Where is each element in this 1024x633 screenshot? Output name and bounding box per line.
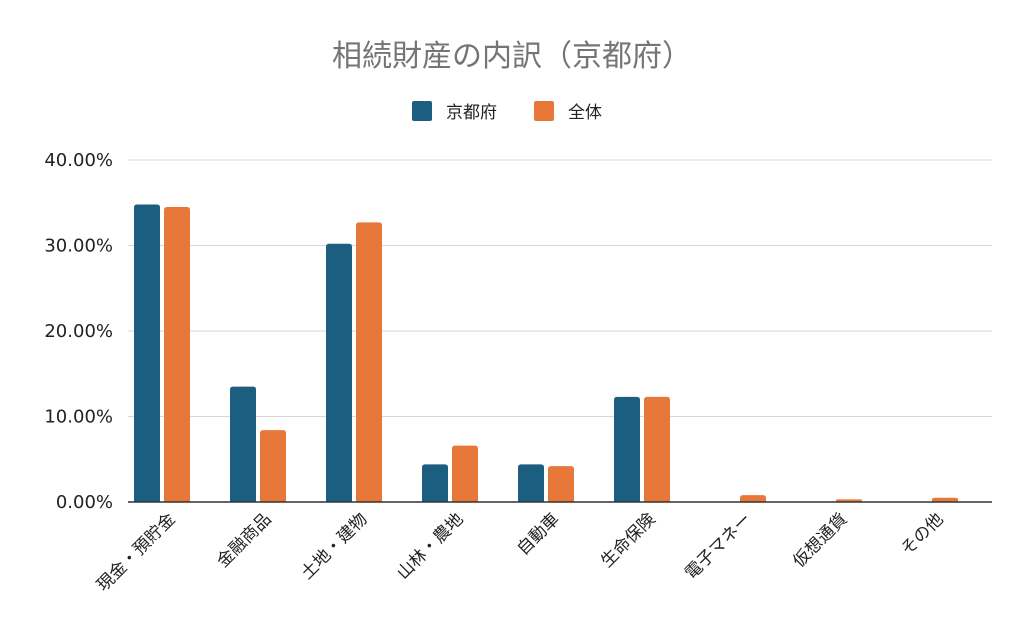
bar-kyoto-0 bbox=[134, 204, 160, 502]
bar-kyoto-3 bbox=[422, 464, 448, 502]
bar-overall-4 bbox=[548, 466, 574, 502]
legend-swatch-overall bbox=[534, 101, 554, 121]
y-tick-label: 10.00% bbox=[44, 407, 113, 428]
x-axis: 現金・預貯金 金融商品 土地・建物 山林・農地 自動車 生命保険 電子マネー 仮想通貨 その他 bbox=[93, 509, 947, 595]
x-tick-label: 生命保険 bbox=[597, 509, 659, 571]
x-tick-label: 金融商品 bbox=[213, 509, 275, 571]
bar-overall-3 bbox=[452, 445, 478, 502]
bar-overall-5 bbox=[644, 396, 670, 502]
bars bbox=[134, 204, 958, 503]
legend-label-kyoto: 京都府 bbox=[446, 103, 497, 123]
x-tick-label: 山林・農地 bbox=[393, 509, 467, 583]
y-tick-label: 0.00% bbox=[56, 492, 113, 513]
y-tick-label: 20.00% bbox=[44, 321, 113, 342]
bar-kyoto-2 bbox=[326, 243, 352, 503]
bar-kyoto-4 bbox=[518, 464, 544, 502]
bar-overall-1 bbox=[260, 430, 286, 502]
x-tick-label: 現金・預貯金 bbox=[93, 509, 179, 595]
x-tick-label: 仮想通貨 bbox=[789, 509, 851, 571]
legend: 京都府 全体 bbox=[412, 101, 602, 123]
bar-overall-0 bbox=[164, 207, 190, 502]
legend-swatch-kyoto bbox=[412, 101, 432, 121]
legend-label-overall: 全体 bbox=[568, 103, 602, 123]
gridlines bbox=[128, 159, 992, 417]
bar-overall-6 bbox=[740, 495, 766, 502]
y-tick-label: 40.00% bbox=[44, 150, 113, 171]
bar-overall-2 bbox=[356, 222, 382, 503]
x-tick-label: 土地・建物 bbox=[297, 509, 371, 583]
bar-kyoto-1 bbox=[230, 386, 256, 502]
x-tick-label: 自動車 bbox=[513, 509, 563, 559]
bar-overall-8 bbox=[932, 497, 958, 502]
y-tick-label: 30.00% bbox=[44, 236, 113, 257]
bar-kyoto-5 bbox=[614, 396, 640, 502]
y-axis: 0.00% 10.00% 20.00% 30.00% 40.00% bbox=[44, 150, 113, 513]
x-tick-label: 電子マネー bbox=[681, 509, 755, 583]
chart-title: 相続財産の内訳（京都府） bbox=[332, 39, 692, 74]
x-tick-label: その他 bbox=[897, 509, 947, 559]
